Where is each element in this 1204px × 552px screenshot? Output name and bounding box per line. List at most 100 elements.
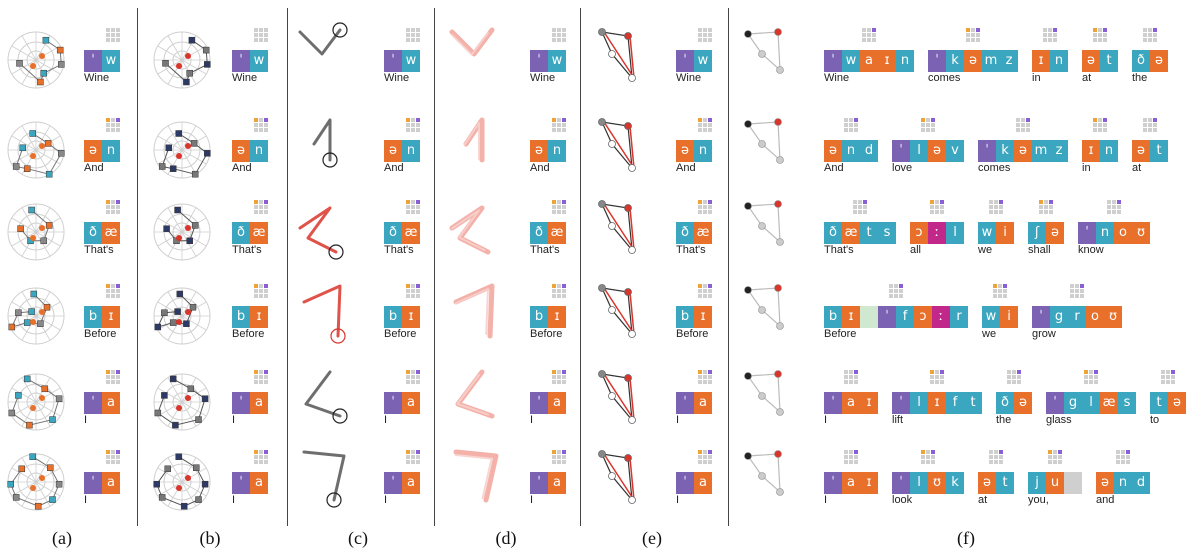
radial-spoke xyxy=(35,481,61,497)
radial-spoke xyxy=(181,149,197,175)
grid-cell xyxy=(703,200,707,204)
phoneme-tile: g xyxy=(1050,306,1068,328)
grid-cell xyxy=(1089,380,1093,384)
radial-spoke xyxy=(167,35,183,61)
grid-cell xyxy=(1117,200,1121,204)
phoneme-tile: w xyxy=(402,50,420,72)
graph-node xyxy=(608,50,616,58)
radial-spoke xyxy=(11,467,37,483)
grid-cell xyxy=(259,460,263,464)
graph-node xyxy=(774,200,782,208)
phoneme-grid xyxy=(254,118,268,132)
grid-cell xyxy=(259,289,263,293)
phoneme-tile: ə xyxy=(530,140,548,162)
radial-node xyxy=(188,36,196,44)
phoneme-tile: ˈ xyxy=(892,472,910,494)
grid-cell xyxy=(254,128,258,132)
grid-cell xyxy=(994,200,998,204)
grid-cell xyxy=(1116,450,1120,454)
phoneme-grid xyxy=(989,200,1003,214)
grid-cell xyxy=(254,123,258,127)
pink-stroke-thin xyxy=(451,32,489,56)
grid-cell xyxy=(1089,370,1093,374)
radial-node xyxy=(165,144,173,152)
grid-cell xyxy=(562,294,566,298)
word-label: That's xyxy=(84,244,114,256)
grid-cell xyxy=(116,205,120,209)
dotted-stroke xyxy=(312,118,332,162)
grid-cell xyxy=(1012,370,1016,374)
phoneme-tile: ɪ xyxy=(1082,140,1100,162)
word-label: That's xyxy=(232,244,262,256)
grid-cell xyxy=(1153,28,1157,32)
radial-dot xyxy=(39,225,45,231)
grid-cell xyxy=(1007,375,1011,379)
phoneme-tile: w xyxy=(978,222,996,244)
graph-node xyxy=(776,408,784,416)
stroke-end-circle xyxy=(328,244,344,260)
grid-cell xyxy=(1070,294,1074,298)
grid-cell xyxy=(703,33,707,37)
grid-cell xyxy=(557,450,561,454)
grid-cell xyxy=(1103,128,1107,132)
grid-cell xyxy=(1121,460,1125,464)
grid-cell xyxy=(552,200,556,204)
radial-node xyxy=(23,319,31,326)
grid-cell xyxy=(698,289,702,293)
grid-cell xyxy=(1084,370,1088,374)
grid-cell xyxy=(999,210,1003,214)
word-label: I xyxy=(384,414,388,426)
grid-cell xyxy=(1058,450,1062,454)
phoneme-tile: n xyxy=(694,140,712,162)
radial-node xyxy=(16,60,23,67)
grid-cell xyxy=(259,38,263,42)
grid-cell xyxy=(254,210,258,214)
grid-cell xyxy=(976,38,980,42)
grid-cell xyxy=(853,200,857,204)
phoneme-tile: ə xyxy=(1096,472,1114,494)
phoneme-tile: ə xyxy=(1132,140,1150,162)
radial-node xyxy=(49,416,56,423)
grid-cell xyxy=(406,33,410,37)
grid-cell xyxy=(999,450,1003,454)
grid-cell xyxy=(111,460,115,464)
grid-cell xyxy=(862,28,866,32)
graph-node xyxy=(608,222,616,230)
radial-spoke xyxy=(181,231,207,247)
phoneme-tile: ˈ xyxy=(530,472,548,494)
phoneme-grid xyxy=(698,200,712,214)
phoneme-tile: n xyxy=(842,140,860,162)
grid-cell xyxy=(111,123,115,127)
grid-cell xyxy=(557,380,561,384)
grid-cell xyxy=(993,289,997,293)
phoneme-tile: ʃ xyxy=(1028,222,1046,244)
grid-cell xyxy=(844,128,848,132)
grid-cell xyxy=(708,294,712,298)
phoneme-grid xyxy=(1007,370,1021,384)
word-label: look xyxy=(892,494,913,506)
radial-node xyxy=(58,61,65,68)
grid-cell xyxy=(698,28,702,32)
graph-node xyxy=(774,370,782,378)
phoneme-tile: ˈ xyxy=(232,50,250,72)
word-label: Before xyxy=(232,328,265,340)
grid-cell xyxy=(1080,294,1084,298)
grid-cell xyxy=(698,380,702,384)
radial-node xyxy=(193,464,200,471)
grid-cell xyxy=(116,118,120,122)
graph-node xyxy=(776,488,784,496)
phoneme-tile: i xyxy=(996,222,1014,244)
phoneme-grid xyxy=(106,284,120,298)
phoneme-tile: l xyxy=(1082,392,1100,414)
grid-cell xyxy=(552,450,556,454)
panel-divider xyxy=(580,8,581,526)
phoneme-grid xyxy=(406,28,420,42)
grid-cell xyxy=(264,460,268,464)
